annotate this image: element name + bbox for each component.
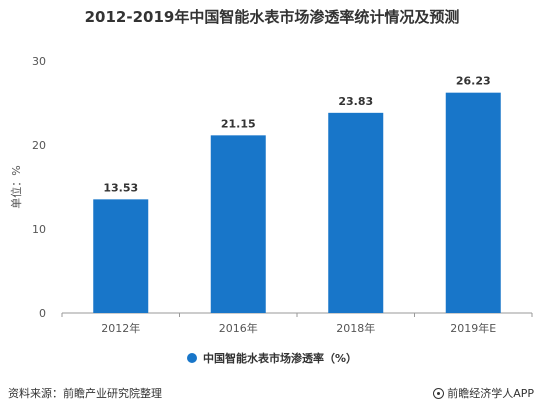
bar [445,92,501,313]
data-label: 23.83 [338,95,373,108]
data-label: 13.53 [103,181,138,194]
bar [93,199,149,313]
data-label: 21.15 [221,117,256,130]
y-tick-label: 20 [32,139,46,152]
source-note: 资料来源：前瞻产业研究院整理 [8,387,162,400]
y-tick-label: 30 [32,55,46,68]
x-axis-ticks: 2012年 2016年 2018年 2019年E [61,313,533,335]
bar [328,112,384,313]
brand-label: 前瞻经济学人APP [447,387,534,400]
bar [210,135,266,313]
y-axis-label: 单位：% [9,165,23,208]
brand-logo-icon [433,387,445,399]
brand-credit: 前瞻经济学人APP [433,385,534,401]
data-label: 26.23 [456,75,491,88]
data-labels: 13.53 21.15 23.83 26.23 [103,75,490,195]
chart-title: 2012-2019年中国智能水表市场渗透率统计情况及预测 [84,8,460,26]
legend-marker [186,353,197,363]
y-tick-label: 10 [32,223,46,236]
y-axis-ticks: 0 10 20 30 [32,55,46,320]
x-tick-label: 2018年 [336,321,375,335]
bars [93,92,501,313]
x-tick-label: 2012年 [101,321,140,335]
legend-label: 中国智能水表市场渗透率（%） [202,352,358,365]
legend: 中国智能水表市场渗透率（%） [0,350,544,366]
y-tick-label: 0 [39,307,46,320]
x-tick-label: 2019年E [450,321,496,335]
x-tick-label: 2016年 [219,321,258,335]
